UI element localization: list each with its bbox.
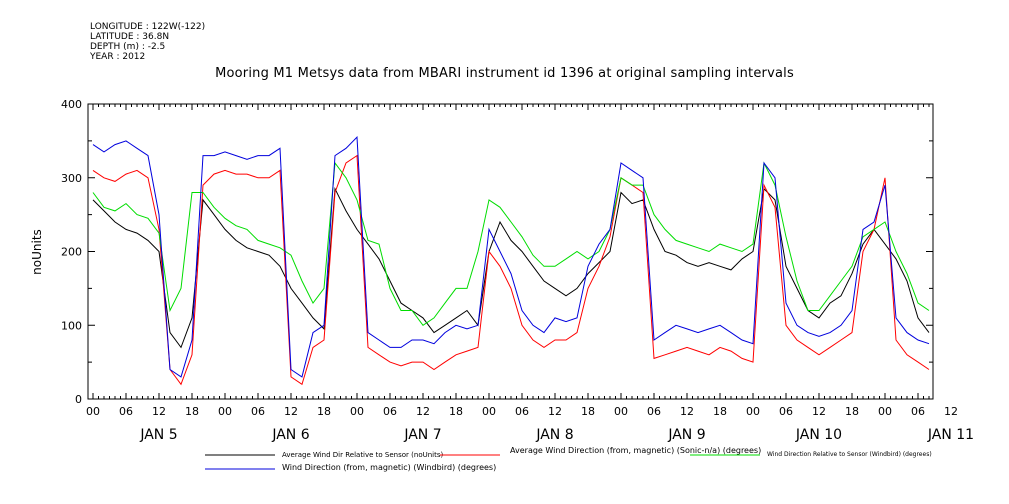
x-day-label: JAN 9 bbox=[667, 427, 705, 443]
legend-label: Average Wind Direction (from, magnetic) … bbox=[510, 446, 761, 455]
x-day-label: JAN 7 bbox=[403, 427, 441, 443]
y-tick-label: 100 bbox=[61, 319, 82, 332]
x-hour-label: 06 bbox=[383, 405, 397, 418]
y-tick-label: 400 bbox=[61, 98, 82, 111]
x-hour-label: 06 bbox=[647, 405, 661, 418]
chart-title: Mooring M1 Metsys data from MBARI instru… bbox=[215, 66, 794, 81]
x-hour-label: 12 bbox=[944, 405, 958, 418]
series-layer bbox=[92, 136, 930, 386]
x-day-label: JAN 5 bbox=[139, 427, 177, 443]
series-line-0 bbox=[92, 186, 930, 349]
y-tick-label: 0 bbox=[75, 393, 82, 406]
legend-label: Average Wind Dir Relative to Sensor (noU… bbox=[282, 451, 443, 459]
plot-frame bbox=[87, 103, 934, 400]
x-hour-label: 12 bbox=[284, 405, 298, 418]
x-day-label: JAN 11 bbox=[927, 427, 974, 443]
y-axis: 0 100 200 300 400 bbox=[61, 98, 933, 406]
legend-label: Wind Direction (from, magnetic) (Windbir… bbox=[282, 463, 496, 472]
series-line-1 bbox=[92, 154, 930, 386]
y-tick-label: 300 bbox=[61, 172, 82, 185]
x-day-label: JAN 8 bbox=[535, 427, 573, 443]
metadata-block: LONGITUDE : 122W(-122) LATITUDE : 36.8N … bbox=[90, 22, 205, 62]
x-hour-label: 06 bbox=[119, 405, 133, 418]
x-hour-label: 06 bbox=[515, 405, 529, 418]
x-hour-label: 00 bbox=[86, 405, 100, 418]
x-day-label: JAN 6 bbox=[271, 427, 309, 443]
x-axis: 00 06 12 18 00 06 12 18 00 06 12 18 00 06 12 18 00 06 12 18… bbox=[86, 104, 974, 443]
x-hour-label: 18 bbox=[317, 405, 331, 418]
x-hour-label: 00 bbox=[482, 405, 496, 418]
depth-label: DEPTH (m) : -2.5 bbox=[90, 42, 166, 52]
x-hour-label: 12 bbox=[152, 405, 166, 418]
x-hour-label: 06 bbox=[911, 405, 925, 418]
x-hour-label: 18 bbox=[713, 405, 727, 418]
x-day-label: JAN 10 bbox=[795, 427, 842, 443]
x-hour-label: 18 bbox=[185, 405, 199, 418]
x-hour-label: 00 bbox=[878, 405, 892, 418]
x-hour-label: 00 bbox=[218, 405, 232, 418]
x-hour-label: 18 bbox=[449, 405, 463, 418]
x-hour-label: 06 bbox=[779, 405, 793, 418]
series-line-3 bbox=[92, 136, 930, 378]
x-hour-label: 00 bbox=[614, 405, 628, 418]
legend: Average Wind Dir Relative to Sensor (noU… bbox=[205, 446, 932, 472]
x-hour-label: 06 bbox=[251, 405, 265, 418]
series-line-2 bbox=[92, 161, 930, 326]
year-label: YEAR : 2012 bbox=[90, 52, 146, 62]
longitude-label: LONGITUDE : 122W(-122) bbox=[90, 22, 206, 32]
x-hour-label: 12 bbox=[680, 405, 694, 418]
x-hour-label: 18 bbox=[581, 405, 595, 418]
x-hour-label: 00 bbox=[350, 405, 364, 418]
x-hour-label: 12 bbox=[548, 405, 562, 418]
y-tick-label: 200 bbox=[61, 246, 82, 259]
legend-label: Wind Direction Relative to Sensor (Windb… bbox=[767, 451, 932, 458]
x-hour-label: 00 bbox=[746, 405, 760, 418]
x-hour-label: 12 bbox=[416, 405, 430, 418]
y-axis-label: noUnits bbox=[30, 229, 44, 275]
x-hour-label: 12 bbox=[812, 405, 826, 418]
x-hour-label: 18 bbox=[845, 405, 859, 418]
latitude-label: LATITUDE : 36.8N bbox=[90, 32, 170, 42]
